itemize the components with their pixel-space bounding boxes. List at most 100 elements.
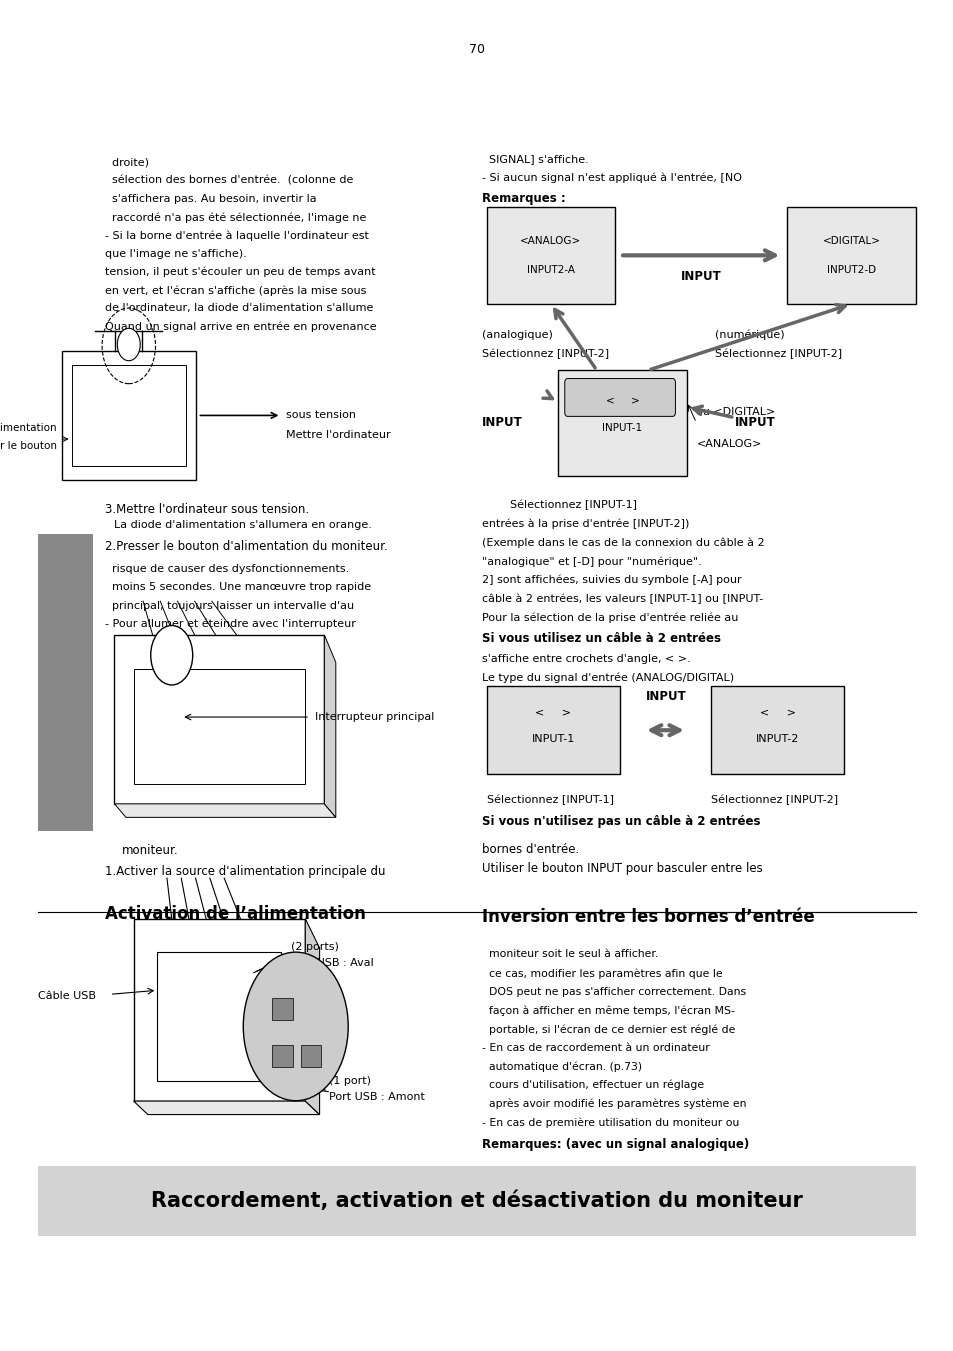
Text: principal, toujours laisser un intervalle d'au: principal, toujours laisser un intervall… [105,600,354,611]
Polygon shape [133,1101,319,1115]
Text: Le type du signal d'entrée (ANALOG/DIGITAL): Le type du signal d'entrée (ANALOG/DIGIT… [481,673,733,684]
FancyBboxPatch shape [157,952,281,1081]
FancyBboxPatch shape [486,686,619,774]
Text: Sélectionnez [INPUT-2]: Sélectionnez [INPUT-2] [481,349,608,359]
Text: DOS peut ne pas s'afficher correctement. Dans: DOS peut ne pas s'afficher correctement.… [481,986,745,997]
Text: Remarques: (avec un signal analogique): Remarques: (avec un signal analogique) [481,1138,748,1151]
Text: <ANALOG>: <ANALOG> [519,235,581,246]
Text: - En cas de première utilisation du moniteur ou: - En cas de première utilisation du moni… [481,1117,739,1128]
Text: Si vous utilisez un câble à 2 entrées: Si vous utilisez un câble à 2 entrées [481,632,720,646]
Text: (numérique): (numérique) [715,330,784,340]
Circle shape [151,626,193,685]
Text: INPUT-1: INPUT-1 [531,734,575,744]
FancyBboxPatch shape [786,207,915,304]
Text: 2.Presser le bouton d'alimentation du moniteur.: 2.Presser le bouton d'alimentation du mo… [105,540,387,554]
Text: moins 5 secondes. Une manœuvre trop rapide: moins 5 secondes. Une manœuvre trop rapi… [105,582,371,592]
Text: Raccordement, activation et désactivation du moniteur: Raccordement, activation et désactivatio… [151,1190,802,1212]
Text: - Si aucun signal n'est appliqué à l'entrée, [NO: - Si aucun signal n'est appliqué à l'ent… [481,173,741,184]
Text: façon à afficher en même temps, l'écran MS-: façon à afficher en même temps, l'écran … [481,1005,734,1016]
Text: INPUT-2: INPUT-2 [755,734,799,744]
Text: 3.Mettre l'ordinateur sous tension.: 3.Mettre l'ordinateur sous tension. [105,503,309,516]
FancyBboxPatch shape [272,998,293,1020]
Text: moniteur.: moniteur. [122,844,178,858]
Text: INPUT: INPUT [680,270,720,284]
FancyBboxPatch shape [38,1166,915,1236]
FancyBboxPatch shape [272,1046,293,1067]
Text: (Exemple dans le cas de la connexion du câble à 2: (Exemple dans le cas de la connexion du … [481,538,763,549]
Text: Câble USB: Câble USB [38,990,96,1001]
Text: Quand un signal arrive en entrée en provenance: Quand un signal arrive en entrée en prov… [105,322,376,332]
Text: câble à 2 entrées, les valeurs [INPUT-1] ou [INPUT-: câble à 2 entrées, les valeurs [INPUT-1]… [481,593,762,604]
Text: tension, il peut s'écouler un peu de temps avant: tension, il peut s'écouler un peu de tem… [105,267,375,277]
Text: Presser le bouton: Presser le bouton [0,440,57,451]
Text: <     >: < > [759,708,795,717]
Text: d'alimentation: d'alimentation [0,423,57,434]
Text: entrées à la prise d'entrée [INPUT-2]): entrées à la prise d'entrée [INPUT-2]) [481,519,688,530]
Text: Pour la sélection de la prise d'entrée reliée au: Pour la sélection de la prise d'entrée r… [481,612,738,623]
FancyBboxPatch shape [133,669,305,784]
Text: s'affichera pas. Au besoin, invertir la: s'affichera pas. Au besoin, invertir la [105,195,316,204]
Text: Port USB : Aval: Port USB : Aval [291,958,374,969]
Text: Utiliser le bouton INPUT pour basculer entre les: Utiliser le bouton INPUT pour basculer e… [481,862,761,875]
Text: raccordé n'a pas été sélectionnée, l'image ne: raccordé n'a pas été sélectionnée, l'ima… [105,212,366,223]
Text: sélection des bornes d'entrée.  (colonne de: sélection des bornes d'entrée. (colonne … [105,176,353,185]
FancyBboxPatch shape [300,1046,321,1067]
Text: ou <DIGITAL>: ou <DIGITAL> [696,407,775,417]
Text: portable, si l'écran de ce dernier est réglé de: portable, si l'écran de ce dernier est r… [481,1024,735,1035]
Text: INPUT2-A: INPUT2-A [526,265,575,276]
Text: en vert, et l'écran s'affiche (après la mise sous: en vert, et l'écran s'affiche (après la … [105,285,366,296]
Text: (2 ports): (2 ports) [291,942,338,952]
FancyBboxPatch shape [62,351,195,480]
Text: sous tension: sous tension [286,411,355,420]
Text: (1 port): (1 port) [329,1075,371,1086]
Text: INPUT: INPUT [645,690,685,703]
Text: 2] sont affichées, suivies du symbole [-A] pour: 2] sont affichées, suivies du symbole [-… [481,574,740,585]
Text: La diode d'alimentation s'allumera en orange.: La diode d'alimentation s'allumera en or… [114,520,372,530]
Text: Port USB : Amont: Port USB : Amont [329,1092,424,1102]
Polygon shape [324,635,335,817]
FancyBboxPatch shape [564,378,675,416]
FancyBboxPatch shape [38,534,93,831]
Text: <     >: < > [535,708,571,717]
Text: - Pour allumer et éteindre avec l'interrupteur: - Pour allumer et éteindre avec l'interr… [105,619,355,630]
Text: Sélectionnez [INPUT-2]: Sélectionnez [INPUT-2] [715,349,841,359]
FancyBboxPatch shape [486,207,615,304]
FancyBboxPatch shape [710,686,843,774]
Text: 1.Activer la source d'alimentation principale du: 1.Activer la source d'alimentation princ… [105,865,385,878]
FancyBboxPatch shape [558,370,686,476]
Polygon shape [133,919,305,1101]
Text: Inversion entre les bornes d’entrée: Inversion entre les bornes d’entrée [481,908,814,925]
Text: après avoir modifié les paramètres système en: après avoir modifié les paramètres systè… [481,1098,745,1109]
Text: Mettre l'ordinateur: Mettre l'ordinateur [286,430,391,439]
Text: - En cas de raccordement à un ordinateur: - En cas de raccordement à un ordinateur [481,1043,709,1052]
Circle shape [117,328,140,361]
Text: risque de causer des dysfonctionnements.: risque de causer des dysfonctionnements. [105,565,349,574]
FancyBboxPatch shape [71,365,186,466]
Text: cours d'utilisation, effectuer un réglage: cours d'utilisation, effectuer un réglag… [481,1079,703,1090]
Text: INPUT2-D: INPUT2-D [826,265,875,276]
Polygon shape [305,919,319,1115]
Text: ce cas, modifier les paramètres afin que le: ce cas, modifier les paramètres afin que… [481,969,721,978]
Text: Activation de l’alimentation: Activation de l’alimentation [105,905,365,923]
Text: s'affiche entre crochets d'angle, < >.: s'affiche entre crochets d'angle, < >. [481,654,690,663]
Text: (analogique): (analogique) [481,330,552,339]
Text: 70: 70 [469,43,484,57]
Text: "analogique" et [-D] pour "numérique".: "analogique" et [-D] pour "numérique". [481,557,700,566]
Text: INPUT: INPUT [734,416,775,430]
Text: INPUT-1: INPUT-1 [601,423,642,434]
Text: Si vous n'utilisez pas un câble à 2 entrées: Si vous n'utilisez pas un câble à 2 entr… [481,815,760,828]
Text: Remarques :: Remarques : [481,192,565,205]
Text: <DIGITAL>: <DIGITAL> [821,235,880,246]
Text: moniteur soit le seul à afficher.: moniteur soit le seul à afficher. [481,950,658,959]
Text: de l'ordinateur, la diode d'alimentation s'allume: de l'ordinateur, la diode d'alimentation… [105,304,373,313]
Text: <     >: < > [605,396,639,405]
Text: ON: ON [123,342,134,347]
Text: <ANALOG>: <ANALOG> [696,439,761,449]
Text: INPUT: INPUT [481,416,522,430]
Text: SIGNAL] s'affiche.: SIGNAL] s'affiche. [481,154,588,163]
Text: Sélectionnez [INPUT-2]: Sélectionnez [INPUT-2] [710,794,837,805]
Text: Interrupteur principal: Interrupteur principal [314,712,434,721]
Circle shape [243,952,348,1101]
Text: Sélectionnez [INPUT-1]: Sélectionnez [INPUT-1] [486,794,613,805]
Text: que l'image ne s'affiche).: que l'image ne s'affiche). [105,249,247,258]
